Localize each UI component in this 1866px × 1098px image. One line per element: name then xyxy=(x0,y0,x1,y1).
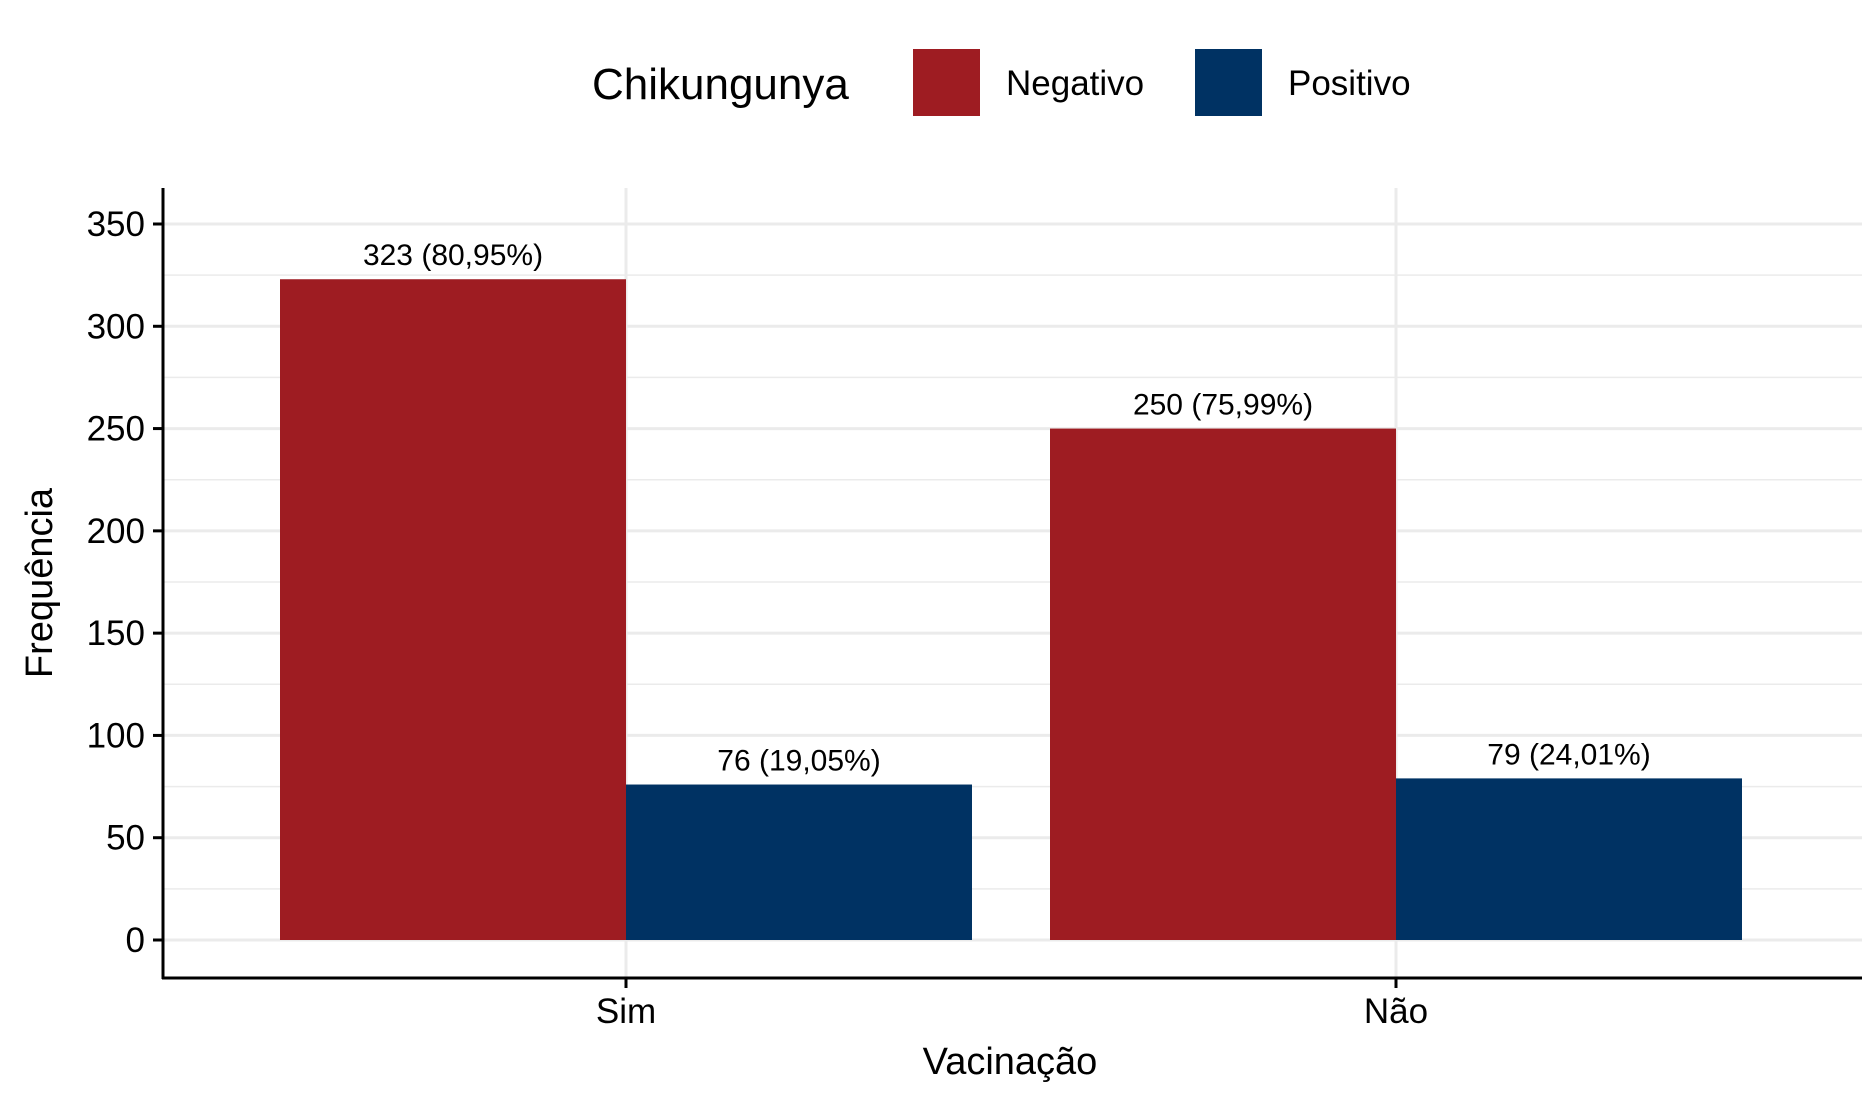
y-tick-label: 350 xyxy=(87,205,145,244)
y-tick-label: 250 xyxy=(87,410,145,449)
legend-title: Chikungunya xyxy=(592,60,849,109)
x-axis-title: Vacinação xyxy=(923,1041,1098,1083)
legend-label-negativo: Negativo xyxy=(1006,64,1144,103)
bar-negativo-sim xyxy=(280,279,626,941)
bar-positivo-sim xyxy=(626,784,972,940)
y-tick-label: 100 xyxy=(87,716,145,755)
y-axis-title: Frequência xyxy=(19,487,61,678)
bars xyxy=(280,279,1742,941)
data-label: 76 (19,05%) xyxy=(717,745,880,778)
x-tick-label: Não xyxy=(1364,992,1428,1031)
y-tick-label: 50 xyxy=(106,819,145,858)
bar-negativo-não xyxy=(1050,428,1396,940)
legend-key-negativo xyxy=(913,49,980,116)
y-tick-label: 150 xyxy=(87,614,145,653)
y-tick-label: 0 xyxy=(126,921,145,960)
data-label: 250 (75,99%) xyxy=(1133,389,1313,422)
data-label: 79 (24,01%) xyxy=(1487,738,1650,771)
legend-label-positivo: Positivo xyxy=(1288,64,1411,103)
legend: Chikungunya Negativo Positivo xyxy=(592,49,1411,116)
legend-key-positivo xyxy=(1195,49,1262,116)
bar-positivo-não xyxy=(1396,778,1742,940)
y-tick-label: 200 xyxy=(87,512,145,551)
x-tick-label: Sim xyxy=(596,992,656,1031)
data-label: 323 (80,95%) xyxy=(363,239,543,272)
y-tick-label: 300 xyxy=(87,307,145,346)
axes: 0 50 100 150 200 250 300 350 Sim Não xyxy=(87,188,1862,1031)
data-labels: 323 (80,95%) 250 (75,99%) 76 (19,05%) 79 (2… xyxy=(363,239,1651,777)
